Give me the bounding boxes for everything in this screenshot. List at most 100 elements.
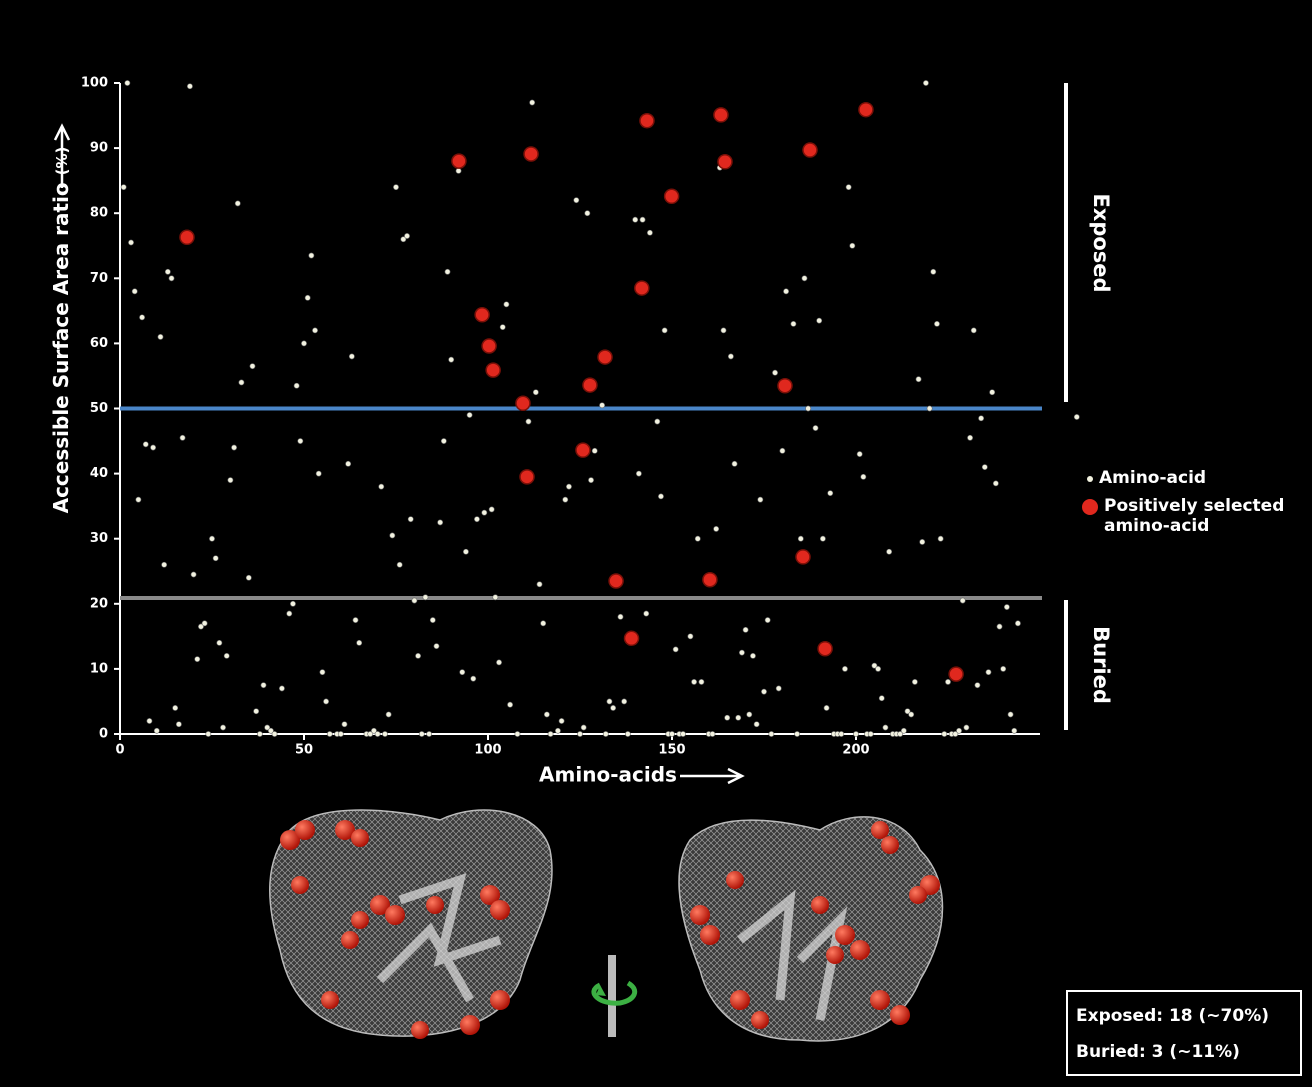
point <box>239 380 244 385</box>
point <box>261 683 266 688</box>
y-tick-label: 40 <box>90 466 108 481</box>
point <box>824 705 829 710</box>
point <box>496 660 501 665</box>
point <box>209 536 214 541</box>
point <box>158 334 163 339</box>
point <box>460 670 465 675</box>
rotation-icon <box>594 955 635 1037</box>
point <box>165 269 170 274</box>
point <box>493 595 498 600</box>
point <box>320 670 325 675</box>
point <box>942 731 947 736</box>
point <box>625 731 630 736</box>
point <box>883 725 888 730</box>
y-tick-label: 30 <box>90 531 108 546</box>
point <box>927 406 932 411</box>
point <box>312 328 317 333</box>
point <box>415 653 420 658</box>
point <box>783 289 788 294</box>
point <box>739 650 744 655</box>
point <box>386 712 391 717</box>
selected-point <box>520 470 534 484</box>
point <box>909 712 914 717</box>
selected-point <box>818 642 832 656</box>
selected-point <box>524 147 538 161</box>
legend-label: Amino-acid <box>1099 468 1206 488</box>
point <box>346 461 351 466</box>
point <box>736 715 741 720</box>
point <box>379 484 384 489</box>
point <box>1015 621 1020 626</box>
point <box>456 168 461 173</box>
summary-box: Exposed: 18 (~70%) Buried: 3 (~11%) <box>1066 990 1302 1076</box>
point <box>791 321 796 326</box>
point <box>349 354 354 359</box>
point <box>121 185 126 190</box>
selected-point <box>796 550 810 564</box>
point <box>655 419 660 424</box>
legend-swatch <box>1087 476 1093 482</box>
x-tick-label: 0 <box>115 743 124 758</box>
point <box>743 627 748 632</box>
point <box>250 364 255 369</box>
y-axis-label-group: Accessible Surface Area ratio (%) <box>49 147 73 514</box>
x-tick-label: 100 <box>474 743 501 758</box>
y-tick-label: 0 <box>99 727 108 742</box>
point <box>257 731 262 736</box>
point <box>298 438 303 443</box>
region-label: Buried <box>1089 626 1113 704</box>
point <box>151 445 156 450</box>
selected-point <box>703 573 717 587</box>
point <box>228 478 233 483</box>
point <box>290 601 295 606</box>
point <box>500 325 505 330</box>
legend-label: Positively selected amino-acid <box>1104 496 1302 536</box>
y-tick-label: 10 <box>90 661 108 676</box>
point <box>680 731 685 736</box>
point <box>923 80 928 85</box>
point <box>938 536 943 541</box>
point <box>640 217 645 222</box>
point <box>143 442 148 447</box>
point <box>997 624 1002 629</box>
legend-entry: Positively selected amino-acid <box>1082 496 1302 536</box>
selected-point <box>640 114 654 128</box>
point <box>309 253 314 258</box>
point <box>169 276 174 281</box>
selected-point <box>486 363 500 377</box>
point <box>357 640 362 645</box>
selected-point <box>576 443 590 457</box>
point <box>231 445 236 450</box>
point <box>765 617 770 622</box>
legend-swatch <box>1082 499 1098 515</box>
region-label: Exposed <box>1089 193 1113 292</box>
y-tick-label: 20 <box>90 596 108 611</box>
selected-point <box>452 154 466 168</box>
point <box>504 302 509 307</box>
selected-point <box>635 281 649 295</box>
point <box>916 377 921 382</box>
point <box>912 679 917 684</box>
point <box>434 644 439 649</box>
summary-line: Exposed: 18 (~70%) <box>1076 998 1292 1034</box>
point <box>195 657 200 662</box>
selected-point <box>516 396 530 410</box>
point <box>699 679 704 684</box>
point <box>710 731 715 736</box>
point <box>537 582 542 587</box>
point <box>795 731 800 736</box>
point <box>139 315 144 320</box>
point <box>246 575 251 580</box>
point <box>964 725 969 730</box>
point <box>581 725 586 730</box>
selected-point <box>625 631 639 645</box>
point <box>342 722 347 727</box>
point <box>176 722 181 727</box>
point <box>559 718 564 723</box>
point <box>887 549 892 554</box>
point <box>574 198 579 203</box>
point <box>224 653 229 658</box>
point <box>154 728 159 733</box>
point <box>754 722 759 727</box>
point <box>945 679 950 684</box>
